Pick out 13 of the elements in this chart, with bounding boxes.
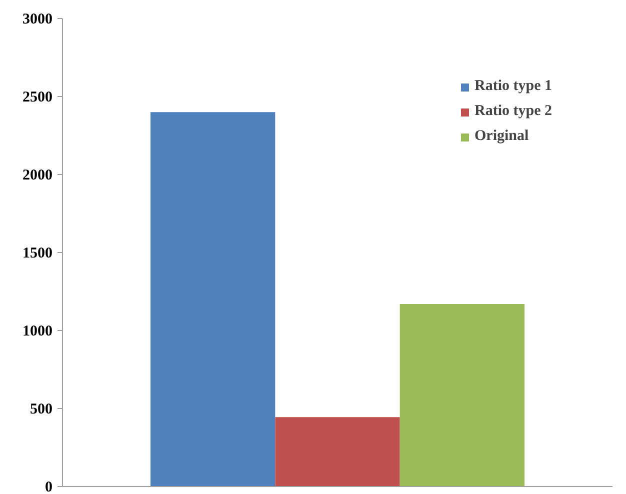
y-tick-label: 500 xyxy=(30,402,52,418)
y-tick-label: 3000 xyxy=(22,12,52,28)
legend-label: Ratio type 2 xyxy=(474,103,552,120)
y-tick-label: 1000 xyxy=(22,324,52,340)
legend-label: Original xyxy=(474,128,529,145)
y-tick-label: 2000 xyxy=(22,168,52,184)
y-tick-label: 2500 xyxy=(22,90,52,106)
bar xyxy=(275,417,400,486)
bar xyxy=(150,112,276,486)
bar xyxy=(400,304,524,486)
y-tick-label: 0 xyxy=(45,480,52,494)
y-tick-label: 1500 xyxy=(22,246,52,262)
legend-label: Ratio type 1 xyxy=(474,78,552,95)
